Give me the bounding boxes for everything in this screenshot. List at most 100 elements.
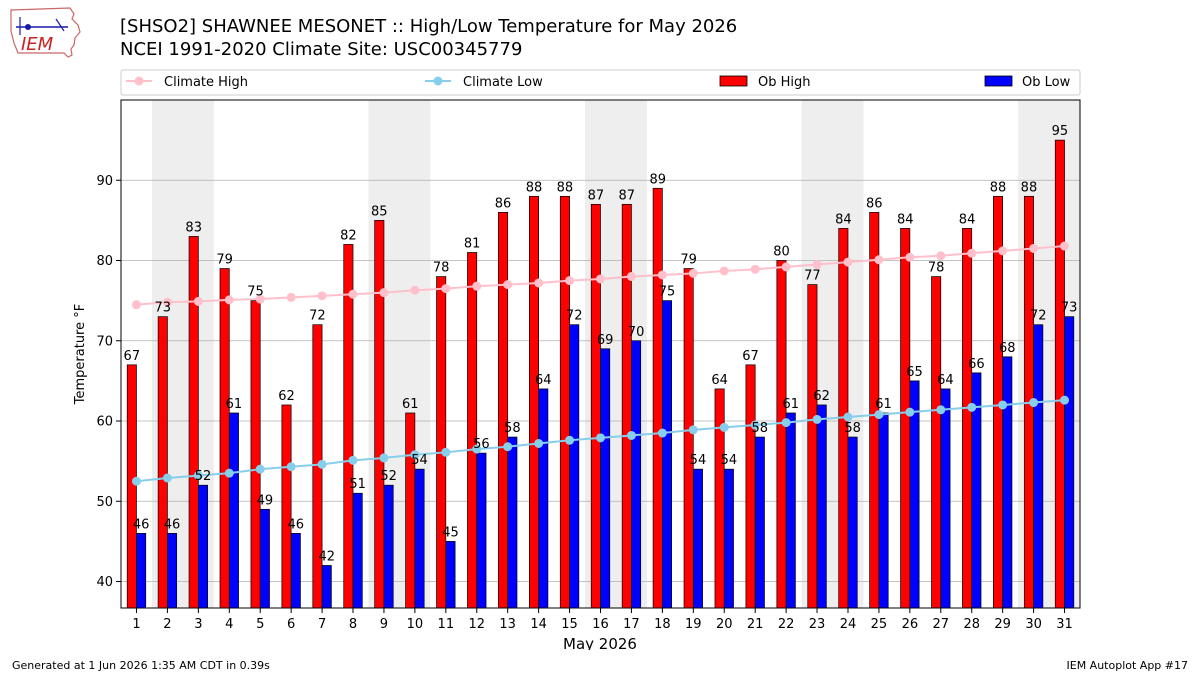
x-tick-label: 16 — [592, 617, 609, 632]
climate-high-point — [286, 292, 296, 302]
ob-high-label: 78 — [928, 261, 945, 276]
climate-high-point — [1060, 241, 1070, 251]
ob-high-label: 61 — [402, 397, 419, 412]
climate-low-point — [596, 433, 605, 443]
climate-high-point — [874, 255, 884, 265]
y-tick-label: 60 — [96, 415, 113, 430]
x-tick-label: 24 — [840, 617, 857, 632]
ob-low-label: 64 — [535, 373, 552, 388]
ob-low-bar — [631, 340, 642, 609]
ob-high-label: 73 — [154, 301, 171, 316]
ob-high-label: 88 — [990, 180, 1007, 195]
climate-high-point — [224, 295, 234, 305]
ob-low-bar — [259, 508, 270, 609]
ob-high-label: 79 — [680, 253, 697, 268]
climate-high-point — [1029, 243, 1039, 253]
ob-low-label: 54 — [690, 453, 707, 468]
ob-low-label: 61 — [226, 397, 243, 412]
x-tick-label: 7 — [318, 617, 326, 632]
ob-high-label: 95 — [1052, 124, 1069, 139]
chart-title: [SHSO2] SHAWNEE MESONET :: High/Low Temp… — [120, 16, 738, 37]
legend: Climate High Climate Low Ob High Ob Low — [120, 69, 1081, 96]
climate-high-point — [379, 288, 389, 298]
ob-high-bar — [559, 195, 570, 609]
ob-high-bar — [683, 268, 694, 609]
climate-low-point — [348, 455, 358, 465]
ob-low-bar — [476, 452, 487, 609]
x-tick-label: 20 — [716, 617, 733, 632]
ob-low-label: 72 — [566, 309, 583, 324]
climate-high-point — [719, 266, 729, 276]
bars — [126, 139, 1075, 609]
climate-high-point — [193, 296, 203, 306]
climate-high-point — [410, 285, 420, 295]
iem-logo: IEM — [8, 5, 84, 63]
ob-low-bar — [785, 412, 796, 609]
ob-low-label: 72 — [1030, 309, 1047, 324]
ob-low-bar — [1002, 356, 1013, 609]
climate-low-point — [781, 418, 791, 428]
y-tick-label: 70 — [96, 334, 113, 349]
legend-label: Ob Low — [1022, 75, 1071, 90]
y-tick-label: 90 — [96, 174, 113, 189]
ob-high-label: 80 — [773, 245, 790, 260]
x-tick-label: 25 — [871, 617, 888, 632]
x-tick-label: 21 — [747, 617, 764, 632]
climate-high-point — [565, 276, 575, 286]
ob-high-label: 67 — [124, 349, 141, 364]
ob-low-bar — [136, 533, 147, 609]
climate-high-point — [812, 260, 822, 270]
ob-low-label: 68 — [999, 341, 1016, 356]
x-tick-label: 27 — [933, 617, 950, 632]
ob-high-bar — [962, 228, 973, 609]
climate-low-point — [193, 471, 203, 481]
ob-low-label: 46 — [133, 517, 150, 532]
ob-low-label: 69 — [597, 333, 614, 348]
y-axis-label: Temperature °F — [73, 304, 88, 405]
ob-low-label: 52 — [195, 469, 212, 484]
ob-low-label: 54 — [411, 453, 428, 468]
ob-low-bar — [383, 484, 394, 609]
ob-high-label: 83 — [185, 220, 202, 235]
ob-high-bar — [745, 364, 756, 609]
climate-high-point — [534, 278, 544, 288]
ob-high-bar — [900, 228, 911, 609]
x-tick-label: 17 — [623, 617, 640, 632]
climate-low-point — [534, 438, 544, 448]
climate-high-point — [131, 300, 141, 310]
climate-low-point — [472, 444, 482, 454]
climate-low-point — [874, 410, 884, 420]
climate-low-point — [719, 422, 729, 432]
climate-high-point — [317, 291, 327, 301]
x-tick-label: 23 — [809, 617, 826, 632]
climate-low-point — [750, 420, 760, 430]
climate-high-point — [441, 284, 451, 294]
x-tick-label: 18 — [654, 617, 671, 632]
x-tick-label: 15 — [561, 617, 578, 632]
x-tick-label: 10 — [407, 617, 424, 632]
climate-low-point — [503, 442, 513, 452]
ob-high-label: 82 — [340, 228, 357, 243]
x-tick-label: 22 — [778, 617, 795, 632]
ob-high-label: 81 — [464, 236, 481, 251]
ob-low-label: 56 — [473, 437, 490, 452]
ob-low-label: 75 — [659, 285, 676, 300]
ob-low-bar — [414, 468, 425, 609]
climate-low-point — [441, 447, 451, 457]
legend-label: Climate High — [164, 75, 248, 90]
chart-subtitle: NCEI 1991-2020 Climate Site: USC00345779 — [120, 39, 523, 60]
ob-low-bar — [290, 533, 301, 609]
ob-low-label: 58 — [504, 421, 521, 436]
ob-low-bar — [507, 436, 518, 609]
climate-high-point — [657, 270, 667, 280]
x-tick-label: 14 — [530, 617, 547, 632]
ob-high-bar — [714, 388, 725, 609]
y-tick-label: 40 — [96, 575, 113, 590]
climate-high-point — [626, 272, 636, 282]
ob-high-bar — [807, 284, 818, 609]
ob-low-label: 45 — [442, 525, 459, 540]
ob-high-label: 88 — [557, 180, 574, 195]
climate-high-point — [843, 257, 853, 267]
ob-high-bar — [157, 316, 168, 609]
ob-low-bar — [662, 300, 673, 609]
